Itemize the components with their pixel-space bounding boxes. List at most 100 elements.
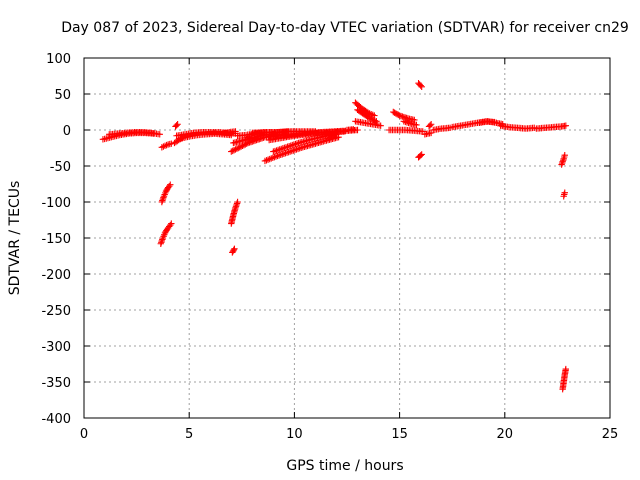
data-point	[174, 121, 181, 128]
x-tick-label: 20	[497, 427, 514, 442]
data-point	[167, 221, 174, 229]
series-s38	[560, 189, 568, 200]
series-s29	[415, 151, 425, 161]
data-point	[232, 128, 239, 135]
data-point	[233, 145, 241, 152]
series-s7	[172, 121, 181, 130]
data-point	[418, 151, 425, 158]
data-point	[263, 157, 270, 164]
y-tick-label: 100	[46, 52, 71, 67]
y-tick-label: -300	[41, 340, 71, 355]
y-tick-label: -200	[41, 268, 71, 283]
y-tick-label: -250	[41, 304, 71, 319]
x-tick-label: 0	[80, 427, 88, 442]
data-point	[232, 146, 239, 153]
data-point	[230, 146, 238, 154]
data-point	[235, 144, 242, 152]
series-s24	[352, 118, 384, 129]
series-s17	[261, 134, 342, 165]
data-point	[234, 198, 241, 206]
x-tick-label: 10	[286, 427, 303, 442]
y-tick-label: -350	[41, 376, 71, 391]
data-point	[350, 126, 357, 133]
data-point	[266, 155, 273, 163]
x-tick-label: 25	[602, 427, 619, 442]
series-s9	[177, 130, 235, 142]
data-point	[264, 156, 272, 163]
data-point	[237, 143, 245, 150]
data-point	[417, 82, 424, 89]
series-s27	[400, 118, 420, 129]
data-point	[163, 141, 170, 149]
data-point	[230, 246, 237, 254]
data-point	[413, 121, 420, 129]
data-point	[167, 181, 174, 188]
data-point	[377, 122, 384, 129]
series-s5	[157, 220, 175, 247]
data-points	[99, 80, 570, 393]
data-point	[228, 148, 235, 155]
series-s21	[343, 126, 357, 134]
data-point	[156, 131, 163, 138]
data-point	[354, 126, 361, 134]
y-tick-label: -50	[50, 160, 71, 175]
series-s37	[558, 152, 568, 168]
x-tick-label: 15	[391, 427, 408, 442]
series-s36	[533, 122, 570, 132]
series-s12	[229, 245, 238, 256]
data-point	[239, 142, 246, 150]
x-tick-label: 5	[185, 427, 193, 442]
data-point	[231, 245, 238, 252]
data-point	[166, 182, 173, 190]
series-s22	[352, 99, 378, 119]
y-axis-title: SDTVAR / TECUs	[7, 181, 23, 296]
data-point	[272, 153, 280, 160]
series-s23	[354, 106, 380, 125]
data-point	[229, 147, 236, 155]
series-s35	[497, 122, 538, 132]
y-tick-label: 0	[63, 124, 71, 139]
data-point	[427, 121, 435, 128]
series-s4	[158, 181, 174, 206]
data-point	[269, 154, 277, 162]
data-point	[417, 152, 424, 159]
chart-title: Day 087 of 2023, Sidereal Day-to-day VTE…	[61, 20, 629, 36]
data-point	[561, 152, 568, 159]
series-s30	[421, 129, 435, 138]
data-point	[158, 144, 166, 151]
data-point	[161, 142, 169, 150]
data-point	[370, 116, 377, 124]
data-point	[426, 122, 434, 129]
x-axis-title: GPS time / hours	[286, 458, 403, 474]
series-s39	[559, 365, 570, 393]
data-point	[160, 143, 167, 150]
y-tick-label: 50	[54, 88, 71, 103]
series-s25	[385, 126, 426, 135]
y-tick-label: -400	[41, 412, 71, 427]
series-s28	[415, 80, 425, 90]
series-s20	[280, 126, 361, 139]
axis-ticks: 0 5 10 15 20 25 100 50 0 -50 -100 -150 -200 -250 -300 -…	[41, 52, 618, 442]
data-point	[236, 144, 243, 151]
data-point	[168, 140, 175, 147]
data-point	[261, 157, 269, 165]
data-point	[418, 83, 425, 90]
series-s2	[106, 128, 163, 138]
y-tick-label: -150	[41, 232, 71, 247]
data-point	[173, 122, 180, 129]
data-point	[366, 115, 374, 122]
data-point	[168, 220, 175, 227]
data-point	[562, 122, 570, 129]
series-s31	[425, 121, 435, 130]
data-point	[268, 155, 275, 162]
y-tick-label: -100	[41, 196, 71, 211]
series-s3	[158, 140, 175, 151]
data-point	[271, 153, 278, 161]
data-point	[371, 117, 379, 124]
series-s11	[228, 198, 241, 227]
data-point	[561, 189, 568, 196]
series-s10	[219, 128, 239, 137]
data-point	[562, 365, 570, 373]
